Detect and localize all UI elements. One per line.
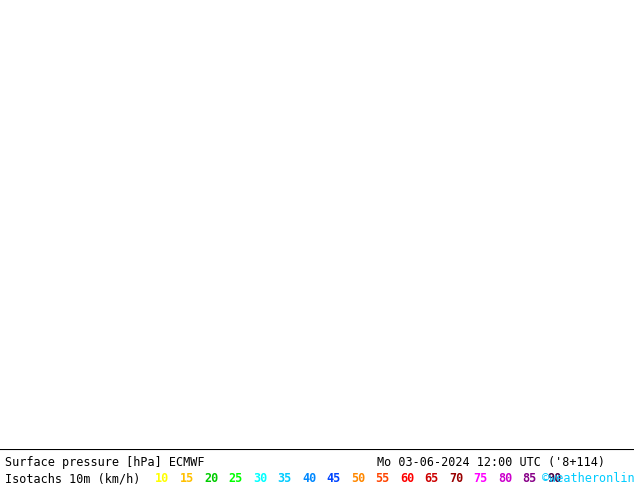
Text: Mo 03-06-2024 12:00 UTC ('8+114): Mo 03-06-2024 12:00 UTC ('8+114) — [377, 456, 605, 469]
Text: 65: 65 — [425, 472, 439, 485]
Text: ©weatheronline.co.uk: ©weatheronline.co.uk — [542, 472, 634, 485]
Text: 50: 50 — [351, 472, 365, 485]
Text: 30: 30 — [253, 472, 268, 485]
Text: 70: 70 — [449, 472, 463, 485]
Text: 25: 25 — [228, 472, 243, 485]
Text: 15: 15 — [179, 472, 194, 485]
Text: Isotachs 10m (km/h): Isotachs 10m (km/h) — [5, 472, 141, 485]
Text: 75: 75 — [474, 472, 488, 485]
Text: 40: 40 — [302, 472, 316, 485]
Text: 10: 10 — [155, 472, 169, 485]
Text: 80: 80 — [498, 472, 512, 485]
Text: 85: 85 — [522, 472, 537, 485]
Text: 60: 60 — [400, 472, 414, 485]
Text: Surface pressure [hPa] ECMWF: Surface pressure [hPa] ECMWF — [5, 456, 205, 469]
Text: 20: 20 — [204, 472, 218, 485]
Text: 45: 45 — [327, 472, 340, 485]
Text: 90: 90 — [547, 472, 561, 485]
Text: 55: 55 — [375, 472, 390, 485]
Text: 35: 35 — [278, 472, 292, 485]
